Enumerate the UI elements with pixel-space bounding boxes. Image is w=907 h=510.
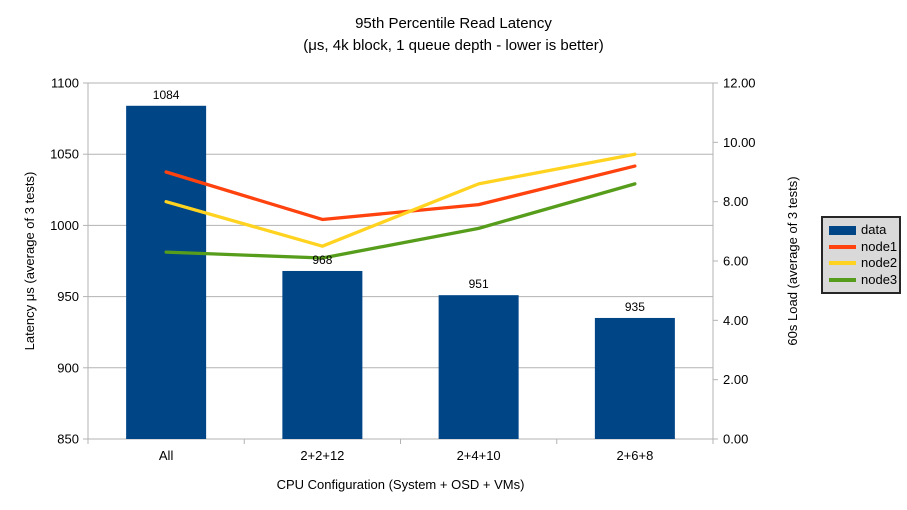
- left-axis-tick-label: 1000: [50, 218, 79, 233]
- bar-data-label: 968: [312, 253, 332, 267]
- line-node1: [164, 164, 637, 222]
- right-axis-tick-label: 2.00: [723, 372, 748, 387]
- legend-swatch-node2: [829, 261, 856, 266]
- bar-data-label: 951: [469, 277, 489, 291]
- right-axis-tick-label: 0.00: [723, 432, 748, 447]
- bar-data-2+2+12: [282, 270, 363, 439]
- x-category-label: 2+2+12: [300, 448, 344, 463]
- left-axis-title: Latency μs (average of 3 tests): [22, 171, 37, 351]
- legend-item-node3: node3: [829, 271, 898, 287]
- chart-title: 95th Percentile Read Latency (μs, 4k blo…: [0, 13, 907, 57]
- bar-data-2+6+8: [594, 317, 675, 439]
- bar-data-All: [126, 105, 207, 439]
- legend-swatch-node3: [829, 277, 856, 282]
- right-axis-tick-label: 6.00: [723, 254, 748, 269]
- bar-data-label: 1084: [153, 88, 180, 102]
- x-category-label: 2+4+10: [457, 448, 501, 463]
- right-axis-title: 60s Load (average of 3 tests): [785, 176, 800, 346]
- right-axis-tick-label: 8.00: [723, 194, 748, 209]
- x-axis-title: CPU Configuration (System + OSD + VMs): [276, 477, 525, 492]
- chart-title-line2: (μs, 4k block, 1 queue depth - lower is …: [303, 37, 604, 54]
- right-axis-tick-label: 4.00: [723, 313, 748, 328]
- left-axis-tick-label: 900: [57, 360, 79, 375]
- left-axis-tick-label: 850: [57, 432, 79, 447]
- legend-item-node1: node1: [829, 238, 898, 254]
- line-node2: [164, 152, 637, 248]
- bar-data-2+4+10: [438, 295, 519, 439]
- x-category-label: 2+6+8: [616, 448, 653, 463]
- legend-label-node2: node2: [861, 255, 898, 271]
- legend-swatch-node1: [829, 244, 856, 249]
- legend: data node1 node2 node3: [821, 216, 901, 294]
- bar-data-label: 935: [625, 300, 645, 314]
- legend-item-node2: node2: [829, 256, 897, 270]
- legend-label-node1: node1: [861, 238, 898, 254]
- legend-swatch-data: [829, 225, 856, 235]
- line-node3: [164, 182, 637, 260]
- left-axis-tick-label: 1050: [50, 147, 79, 162]
- right-axis-tick-label: 12.00: [723, 76, 756, 91]
- left-axis-tick-label: 950: [57, 289, 79, 304]
- legend-label-node3: node3: [861, 271, 898, 287]
- legend-label-data: data: [861, 222, 887, 238]
- chart-title-line1: 95th Percentile Read Latency: [355, 15, 552, 32]
- legend-item-data: data: [829, 223, 897, 237]
- x-category-label: All: [159, 448, 174, 463]
- right-axis-tick-label: 10.00: [723, 135, 756, 150]
- left-axis-tick-label: 1100: [51, 76, 79, 91]
